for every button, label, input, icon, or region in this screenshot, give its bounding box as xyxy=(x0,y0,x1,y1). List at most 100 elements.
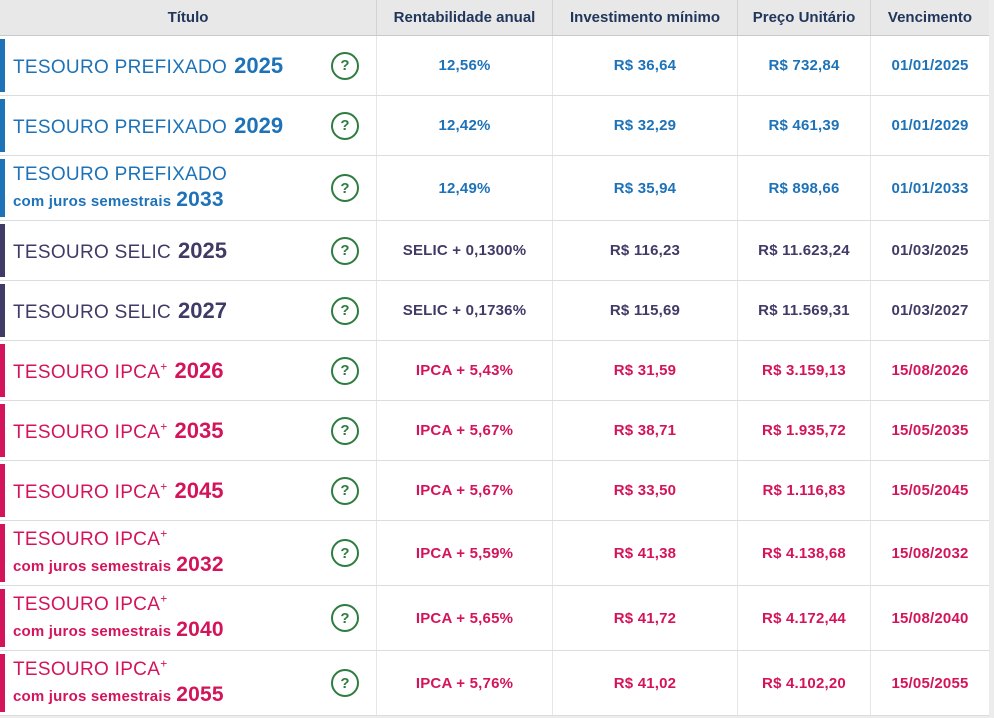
title-cell: TESOURO PREFIXADO 2025 ? xyxy=(0,36,376,95)
table-header: Título Rentabilidade anual Investimento … xyxy=(0,0,989,36)
maturity-date: 15/05/2055 xyxy=(870,651,989,715)
unit-price: R$ 11.569,31 xyxy=(737,281,870,340)
help-button[interactable]: ? xyxy=(331,669,359,697)
annual-rate: IPCA + 5,65% xyxy=(376,586,552,650)
table-row[interactable]: TESOURO PREFIXADO 2025 ? 12,56% R$ 36,64 … xyxy=(0,36,989,96)
table-row[interactable]: TESOURO PREFIXADO 2029 ? 12,42% R$ 32,29 … xyxy=(0,96,989,156)
help-button[interactable]: ? xyxy=(331,539,359,567)
question-mark-icon: ? xyxy=(340,57,350,74)
table-row[interactable]: TESOURO IPCA+ 2026 ? IPCA + 5,43% R$ 31,5… xyxy=(0,341,989,401)
help-button[interactable]: ? xyxy=(331,174,359,202)
question-mark-icon: ? xyxy=(340,482,350,499)
column-header-preco-unitario: Preço Unitário xyxy=(737,0,870,35)
min-investment: R$ 35,94 xyxy=(552,156,737,220)
plus-superscript: + xyxy=(160,419,168,434)
row-accent-bar xyxy=(0,654,5,712)
min-investment: R$ 36,64 xyxy=(552,36,737,95)
table-row[interactable]: TESOURO PREFIXADO com juros semestrais 20… xyxy=(0,156,989,221)
unit-price: R$ 461,39 xyxy=(737,96,870,155)
question-mark-icon: ? xyxy=(340,362,350,379)
bond-title: TESOURO IPCA+ com juros semestrais 2055 xyxy=(13,656,224,706)
title-cell: TESOURO PREFIXADO com juros semestrais 20… xyxy=(0,156,376,220)
annual-rate: IPCA + 5,59% xyxy=(376,521,552,585)
unit-price: R$ 4.172,44 xyxy=(737,586,870,650)
plus-superscript: + xyxy=(160,479,168,494)
annual-rate: SELIC + 0,1736% xyxy=(376,281,552,340)
title-cell: TESOURO IPCA+ 2035 ? xyxy=(0,401,376,460)
annual-rate: 12,42% xyxy=(376,96,552,155)
table-row[interactable]: TESOURO IPCA+ 2045 ? IPCA + 5,67% R$ 33,5… xyxy=(0,461,989,521)
table-row[interactable]: TESOURO IPCA+ com juros semestrais 2032 ?… xyxy=(0,521,989,586)
plus-superscript: + xyxy=(160,526,168,541)
bond-title: TESOURO PREFIXADO 2029 xyxy=(13,112,284,138)
row-accent-bar xyxy=(0,344,5,397)
unit-price: R$ 4.102,20 xyxy=(737,651,870,715)
unit-price: R$ 732,84 xyxy=(737,36,870,95)
title-cell: TESOURO IPCA+ com juros semestrais 2040 ? xyxy=(0,586,376,650)
unit-price: R$ 1.116,83 xyxy=(737,461,870,520)
maturity-date: 15/08/2040 xyxy=(870,586,989,650)
help-button[interactable]: ? xyxy=(331,51,359,80)
maturity-date: 01/03/2025 xyxy=(870,221,989,280)
plus-superscript: + xyxy=(160,656,168,671)
question-mark-icon: ? xyxy=(340,242,350,259)
bond-title: TESOURO IPCA+ com juros semestrais 2032 xyxy=(13,526,224,576)
unit-price: R$ 4.138,68 xyxy=(737,521,870,585)
min-investment: R$ 41,72 xyxy=(552,586,737,650)
bond-title: TESOURO SELIC 2027 xyxy=(13,297,227,323)
min-investment: R$ 31,59 xyxy=(552,341,737,400)
title-cell: TESOURO SELIC 2027 ? xyxy=(0,281,376,340)
title-cell: TESOURO IPCA+ com juros semestrais 2055 ? xyxy=(0,651,376,715)
table-row[interactable]: TESOURO IPCA+ com juros semestrais 2055 ?… xyxy=(0,651,989,716)
question-mark-icon: ? xyxy=(340,609,350,627)
bond-title: TESOURO PREFIXADO 2025 xyxy=(13,52,284,78)
table-row[interactable]: TESOURO SELIC 2027 ? SELIC + 0,1736% R$ 1… xyxy=(0,281,989,341)
row-accent-bar xyxy=(0,464,5,517)
help-button[interactable]: ? xyxy=(331,416,359,445)
help-button[interactable]: ? xyxy=(331,296,359,325)
maturity-date: 01/03/2027 xyxy=(870,281,989,340)
table-body: TESOURO PREFIXADO 2025 ? 12,56% R$ 36,64 … xyxy=(0,36,989,716)
row-accent-bar xyxy=(0,159,5,217)
help-button[interactable]: ? xyxy=(331,356,359,385)
column-header-investimento-minimo: Investimento mínimo xyxy=(552,0,737,35)
row-accent-bar xyxy=(0,99,5,152)
annual-rate: 12,49% xyxy=(376,156,552,220)
min-investment: R$ 115,69 xyxy=(552,281,737,340)
annual-rate: IPCA + 5,43% xyxy=(376,341,552,400)
unit-price: R$ 898,66 xyxy=(737,156,870,220)
column-header-titulo: Título xyxy=(167,9,209,26)
table-row[interactable]: TESOURO IPCA+ com juros semestrais 2040 ?… xyxy=(0,586,989,651)
annual-rate: IPCA + 5,67% xyxy=(376,401,552,460)
annual-rate: IPCA + 5,67% xyxy=(376,461,552,520)
title-cell: TESOURO IPCA+ 2045 ? xyxy=(0,461,376,520)
question-mark-icon: ? xyxy=(340,179,350,197)
maturity-date: 15/05/2045 xyxy=(870,461,989,520)
title-cell: TESOURO PREFIXADO 2029 ? xyxy=(0,96,376,155)
column-header-vencimento: Vencimento xyxy=(870,0,989,35)
help-button[interactable]: ? xyxy=(331,236,359,265)
min-investment: R$ 116,23 xyxy=(552,221,737,280)
row-accent-bar xyxy=(0,589,5,647)
title-cell: TESOURO IPCA+ com juros semestrais 2032 ? xyxy=(0,521,376,585)
question-mark-icon: ? xyxy=(340,302,350,319)
row-accent-bar xyxy=(0,404,5,457)
annual-rate: IPCA + 5,76% xyxy=(376,651,552,715)
plus-superscript: + xyxy=(160,359,168,374)
maturity-date: 15/08/2026 xyxy=(870,341,989,400)
bond-title: TESOURO SELIC 2025 xyxy=(13,237,227,263)
help-button[interactable]: ? xyxy=(331,604,359,632)
help-button[interactable]: ? xyxy=(331,111,359,140)
table-row[interactable]: TESOURO SELIC 2025 ? SELIC + 0,1300% R$ 1… xyxy=(0,221,989,281)
annual-rate: 12,56% xyxy=(376,36,552,95)
row-accent-bar xyxy=(0,524,5,582)
bond-title: TESOURO IPCA+ 2035 xyxy=(13,417,224,443)
row-accent-bar xyxy=(0,224,5,277)
min-investment: R$ 38,71 xyxy=(552,401,737,460)
help-button[interactable]: ? xyxy=(331,476,359,505)
question-mark-icon: ? xyxy=(340,422,350,439)
unit-price: R$ 3.159,13 xyxy=(737,341,870,400)
table-row[interactable]: TESOURO IPCA+ 2035 ? IPCA + 5,67% R$ 38,7… xyxy=(0,401,989,461)
question-mark-icon: ? xyxy=(340,117,350,134)
bond-title: TESOURO IPCA+ 2026 xyxy=(13,357,224,383)
